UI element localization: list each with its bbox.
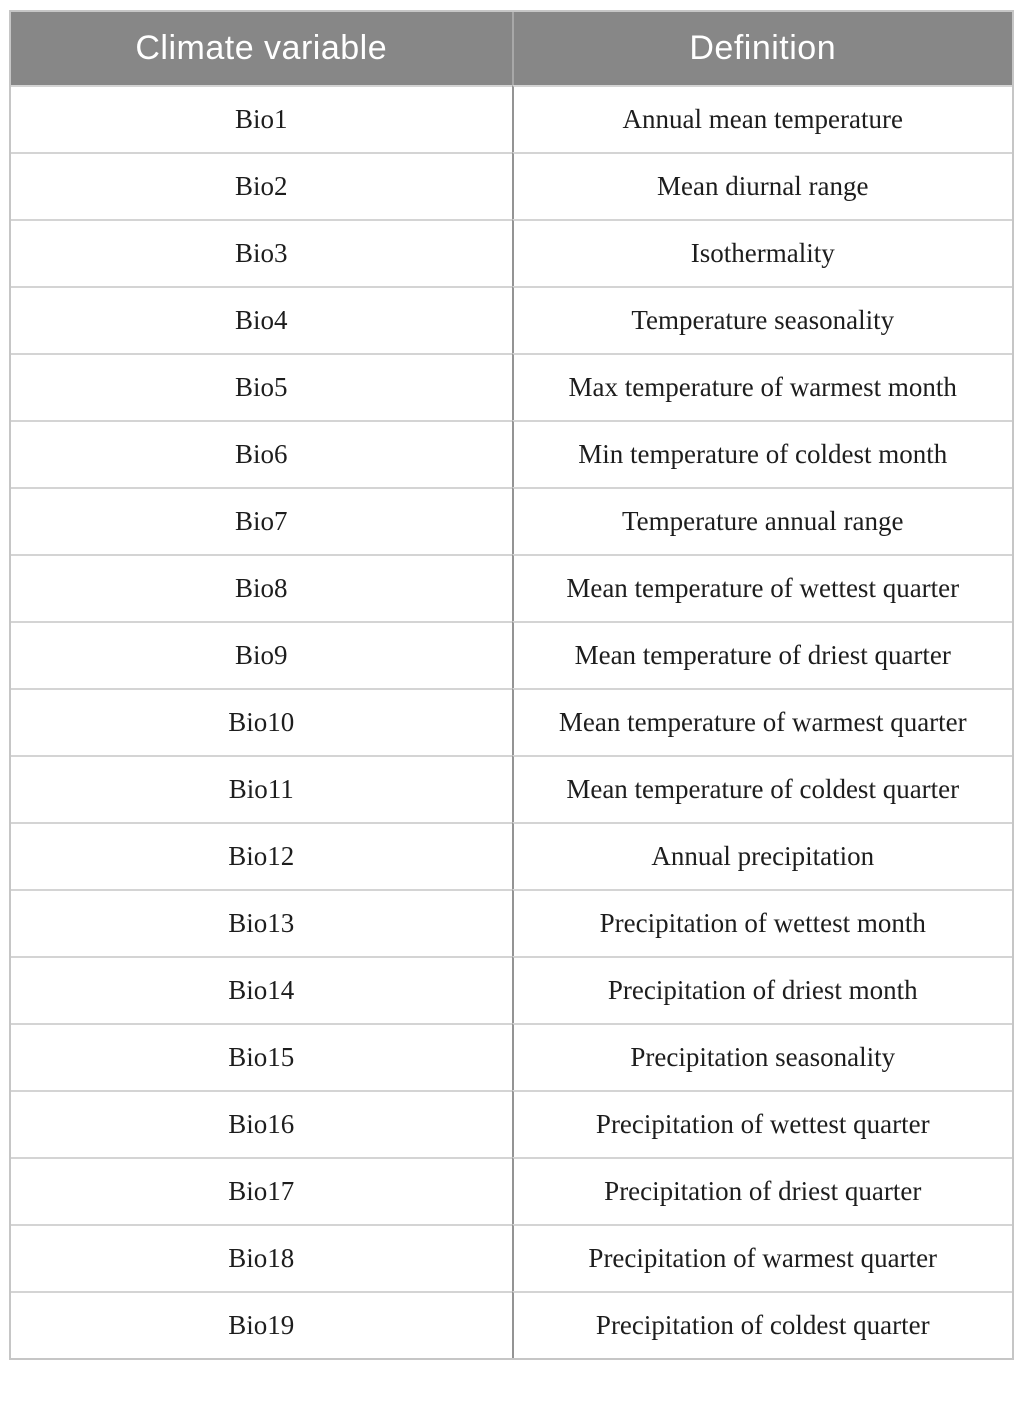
definition-cell: Precipitation of warmest quarter (511, 1224, 1012, 1291)
table-row: Bio9 Mean temperature of driest quarter (11, 621, 1012, 688)
table-row: Bio11 Mean temperature of coldest quarte… (11, 755, 1012, 822)
climate-variable-cell: Bio15 (11, 1023, 512, 1090)
definition-cell: Temperature annual range (511, 487, 1012, 554)
table-row: Bio16 Precipitation of wettest quarter (11, 1090, 1012, 1157)
definition-cell: Max temperature of warmest month (511, 353, 1012, 420)
climate-variables-table: Climate variable Definition Bio1 Annual … (9, 10, 1014, 1360)
climate-variable-cell: Bio17 (11, 1157, 512, 1224)
table-row: Bio15 Precipitation seasonality (11, 1023, 1012, 1090)
definition-cell: Min temperature of coldest month (511, 420, 1012, 487)
definition-cell: Mean diurnal range (511, 152, 1012, 219)
climate-variable-cell: Bio16 (11, 1090, 512, 1157)
table-row: Bio7 Temperature annual range (11, 487, 1012, 554)
definition-cell: Mean temperature of wettest quarter (511, 554, 1012, 621)
climate-variable-cell: Bio5 (11, 353, 512, 420)
table-row: Bio4 Temperature seasonality (11, 286, 1012, 353)
climate-variable-cell: Bio19 (11, 1291, 512, 1358)
table-row: Bio2 Mean diurnal range (11, 152, 1012, 219)
table-row: Bio6 Min temperature of coldest month (11, 420, 1012, 487)
table-row: Bio12 Annual precipitation (11, 822, 1012, 889)
climate-variable-cell: Bio7 (11, 487, 512, 554)
table-body: Bio1 Annual mean temperature Bio2 Mean d… (11, 85, 1012, 1358)
table-row: Bio3 Isothermality (11, 219, 1012, 286)
climate-variable-cell: Bio14 (11, 956, 512, 1023)
column-header-climate-variable: Climate variable (11, 12, 512, 85)
table-header: Climate variable Definition (11, 12, 1012, 85)
table-row: Bio18 Precipitation of warmest quarter (11, 1224, 1012, 1291)
definition-cell: Mean temperature of coldest quarter (511, 755, 1012, 822)
definition-cell: Isothermality (511, 219, 1012, 286)
climate-variable-cell: Bio8 (11, 554, 512, 621)
definition-cell: Precipitation of driest month (511, 956, 1012, 1023)
table-row: Bio14 Precipitation of driest month (11, 956, 1012, 1023)
climate-variable-cell: Bio11 (11, 755, 512, 822)
definition-cell: Mean temperature of warmest quarter (511, 688, 1012, 755)
definition-cell: Mean temperature of driest quarter (511, 621, 1012, 688)
climate-variable-cell: Bio12 (11, 822, 512, 889)
climate-variable-cell: Bio6 (11, 420, 512, 487)
table-row: Bio17 Precipitation of driest quarter (11, 1157, 1012, 1224)
definition-cell: Annual mean temperature (511, 85, 1012, 152)
table-row: Bio19 Precipitation of coldest quarter (11, 1291, 1012, 1358)
definition-cell: Precipitation of wettest month (511, 889, 1012, 956)
table-row: Bio5 Max temperature of warmest month (11, 353, 1012, 420)
column-header-definition: Definition (511, 12, 1012, 85)
definition-cell: Precipitation of driest quarter (511, 1157, 1012, 1224)
definition-cell: Temperature seasonality (511, 286, 1012, 353)
climate-variable-cell: Bio18 (11, 1224, 512, 1291)
climate-variable-cell: Bio4 (11, 286, 512, 353)
definition-cell: Precipitation of wettest quarter (511, 1090, 1012, 1157)
climate-variable-cell: Bio10 (11, 688, 512, 755)
definition-cell: Precipitation seasonality (511, 1023, 1012, 1090)
definition-cell: Precipitation of coldest quarter (511, 1291, 1012, 1358)
climate-variable-cell: Bio3 (11, 219, 512, 286)
climate-variable-cell: Bio13 (11, 889, 512, 956)
table-row: Bio10 Mean temperature of warmest quarte… (11, 688, 1012, 755)
table-row: Bio8 Mean temperature of wettest quarter (11, 554, 1012, 621)
climate-variable-cell: Bio9 (11, 621, 512, 688)
climate-variable-cell: Bio1 (11, 85, 512, 152)
climate-variable-cell: Bio2 (11, 152, 512, 219)
header-row: Climate variable Definition (11, 12, 1012, 85)
definition-cell: Annual precipitation (511, 822, 1012, 889)
table-row: Bio13 Precipitation of wettest month (11, 889, 1012, 956)
table-row: Bio1 Annual mean temperature (11, 85, 1012, 152)
